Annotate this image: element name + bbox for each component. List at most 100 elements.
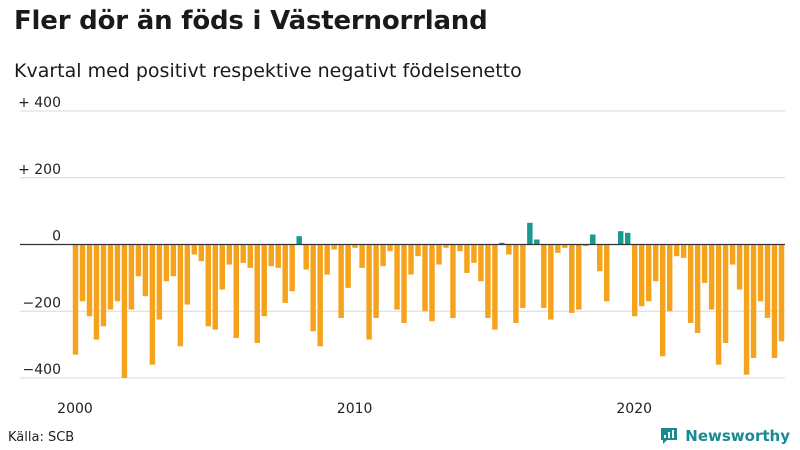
bar-negative <box>506 244 512 255</box>
bar-negative <box>645 244 652 302</box>
bar-negative <box>701 244 708 283</box>
bar-negative <box>708 244 715 310</box>
bar-negative <box>72 244 79 355</box>
bar-negative <box>778 244 785 342</box>
bar-negative <box>743 244 750 375</box>
bar-negative <box>219 244 226 290</box>
bar-negative <box>631 244 638 317</box>
bar-negative <box>548 244 554 320</box>
bar-negative <box>464 244 470 273</box>
bar-negative <box>638 244 645 307</box>
bar-negative <box>324 244 330 275</box>
bar-negative <box>492 244 498 330</box>
bar-negative <box>562 244 568 248</box>
bar-negative <box>604 244 610 302</box>
bar-negative <box>513 244 519 323</box>
bar-chart: + 400 + 200 0 −200 −400 2000 2010 2020 <box>18 95 785 417</box>
bar-negative <box>715 244 722 365</box>
bar-negative <box>156 244 163 320</box>
chart-subtitle: Kvartal med positivt respektive negativt… <box>14 60 522 82</box>
bar-negative <box>485 244 491 318</box>
bar-negative <box>394 244 400 310</box>
bar-positive <box>618 231 624 245</box>
bar-negative <box>352 244 358 248</box>
bar-negative <box>261 244 267 317</box>
bar-negative <box>359 244 365 268</box>
bar-negative <box>450 244 456 318</box>
bar-negative <box>240 244 246 263</box>
bar-negative <box>212 244 219 330</box>
bar-negative <box>107 244 114 310</box>
x-tick-label: 2000 <box>57 401 93 417</box>
x-tick-label: 2020 <box>616 401 652 417</box>
bar-negative <box>757 244 764 302</box>
bar-negative <box>597 244 603 272</box>
bar-negative <box>436 244 442 265</box>
bar-negative <box>310 244 316 332</box>
bar-negative <box>191 244 198 255</box>
bar-negative <box>345 244 351 288</box>
bar-negative <box>289 244 295 292</box>
chart-title: Fler dör än föds i Västernorrland <box>14 6 488 36</box>
bar-negative <box>93 244 100 340</box>
newsworthy-logo-icon <box>661 428 678 444</box>
bar-negative <box>142 244 149 297</box>
bar-negative <box>275 244 281 268</box>
bar-negative <box>366 244 372 340</box>
bar-negative <box>100 244 107 327</box>
bar-negative <box>576 244 582 310</box>
bar-negative <box>254 244 260 343</box>
bar-negative <box>177 244 184 347</box>
bar-negative <box>79 244 86 302</box>
bar-negative <box>457 244 463 252</box>
bar-negative <box>114 244 121 302</box>
bar-negative <box>666 244 673 312</box>
bar-negative <box>401 244 407 323</box>
bar-negative <box>408 244 414 275</box>
bar-negative <box>373 244 379 318</box>
bar-negative <box>443 244 449 248</box>
bar-negative <box>247 244 253 268</box>
bar-negative <box>303 244 309 270</box>
bar-negative <box>471 244 477 263</box>
bar-negative <box>331 244 337 250</box>
bar-negative <box>86 244 93 317</box>
bar-negative <box>149 244 156 365</box>
bar-positive <box>296 236 302 245</box>
bar-negative <box>205 244 212 327</box>
bar-positive <box>624 232 631 245</box>
bar-positive <box>534 239 540 245</box>
brand-name: Newsworthy <box>685 427 790 445</box>
bar-negative <box>750 244 757 358</box>
bar-negative <box>135 244 142 277</box>
bar-negative <box>764 244 771 318</box>
bar-negative <box>736 244 743 290</box>
bar-negative <box>415 244 421 257</box>
bar-positive <box>590 234 596 245</box>
bar-negative <box>387 244 393 252</box>
bar-negative <box>163 244 170 282</box>
y-tick-label: + 200 <box>18 162 61 178</box>
bar-negative <box>338 244 344 318</box>
bar-negative <box>652 244 659 282</box>
y-tick-label: + 400 <box>18 95 61 111</box>
bar-negative <box>673 244 680 257</box>
x-tick-label: 2010 <box>337 401 373 417</box>
bar-negative <box>268 244 274 267</box>
bar-positive <box>499 242 505 245</box>
bar-negative <box>128 244 135 310</box>
bar-negative <box>184 244 191 305</box>
bar-negative <box>198 244 205 262</box>
bar-positive <box>527 222 533 245</box>
bar-negative <box>771 244 778 358</box>
bar-negative <box>555 244 561 253</box>
bar-negative <box>569 244 575 313</box>
bar-negative <box>282 244 288 303</box>
bar-negative <box>478 244 484 282</box>
bar-negative <box>680 244 687 258</box>
bar-negative <box>429 244 435 322</box>
bar-negative <box>541 244 547 308</box>
y-tick-label: 0 <box>52 229 61 245</box>
bar-negative <box>729 244 736 265</box>
bar-negative <box>380 244 386 267</box>
